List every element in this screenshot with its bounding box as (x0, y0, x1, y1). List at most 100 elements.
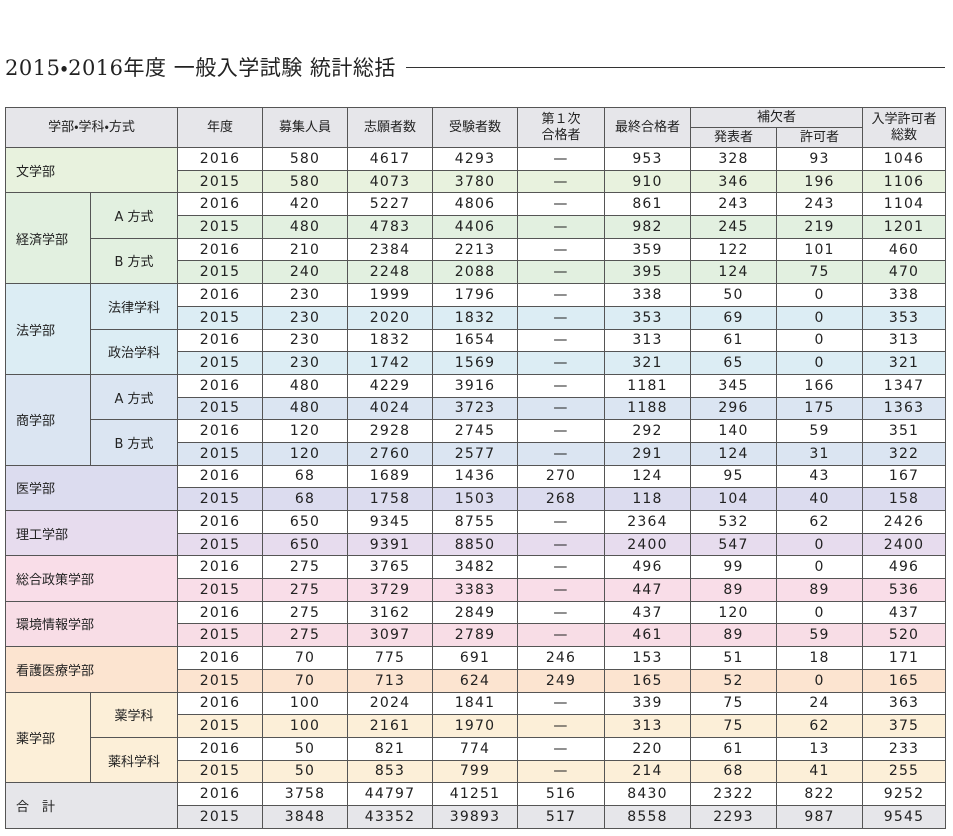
year-cell: 2015 (177, 668, 263, 693)
value-cell: 0 (775, 668, 864, 693)
value-cell: 1689 (347, 464, 433, 489)
value-cell: — (517, 600, 605, 625)
value-cell: 580 (262, 147, 348, 171)
value-cell: 1832 (432, 305, 518, 330)
value-cell: 101 (775, 237, 864, 262)
year-cell: 2015 (177, 396, 263, 421)
value-cell: 59 (775, 623, 864, 648)
value-cell: — (517, 623, 605, 648)
year-cell: 2015 (177, 169, 263, 194)
value-cell: 480 (262, 373, 348, 398)
value-cell: 1046 (862, 147, 947, 171)
value-cell: 8755 (432, 510, 518, 534)
value-cell: 68 (262, 487, 348, 511)
value-cell: 75 (690, 714, 777, 738)
value-cell: 165 (604, 668, 691, 693)
value-cell: 2384 (347, 237, 433, 262)
value-cell: 18 (775, 646, 864, 670)
value-cell: 0 (775, 600, 864, 625)
value-cell: 496 (604, 555, 691, 580)
value-cell: 1188 (604, 396, 691, 421)
value-cell: 89 (775, 578, 864, 602)
value-cell: — (517, 441, 605, 466)
value-cell: 1758 (347, 487, 433, 511)
value-cell: 68 (690, 759, 777, 784)
value-cell: 0 (775, 532, 864, 557)
value-cell: 321 (604, 351, 691, 375)
value-cell: 1796 (432, 283, 518, 307)
value-cell: 296 (690, 396, 777, 421)
value-cell: 100 (262, 691, 348, 716)
data-row: 2015 580 4073 3780—910 346 196 1106 (5, 169, 947, 194)
table-body: 文学部 2016 580 4617 4293—953 328 93 1046 2015 580 40… (5, 146, 947, 829)
value-cell: 233 (862, 736, 947, 761)
value-cell: 166 (775, 373, 864, 398)
value-cell: 70 (262, 646, 348, 670)
year-cell: 2015 (177, 305, 263, 330)
year-cell: 2016 (177, 736, 263, 761)
header-cell: 第１次 合格者 (517, 107, 605, 148)
subgroup-cell: 政治学科 (90, 328, 178, 375)
faculty-cell: 薬学部 (5, 691, 91, 784)
value-cell: 437 (604, 600, 691, 625)
value-cell: 122 (690, 237, 777, 262)
year-cell: 2016 (177, 328, 263, 353)
year-cell: 2016 (177, 555, 263, 580)
value-cell: — (517, 351, 605, 375)
value-cell: 95 (690, 464, 777, 489)
year-cell: 2016 (177, 237, 263, 262)
data-row: 文学部 2016 580 4617 4293—953 328 93 1046 (5, 146, 947, 194)
data-row: 総合政策学部 2016 275 3765 3482—496 99 0 496 (5, 555, 947, 602)
year-cell: 2015 (177, 260, 263, 285)
value-cell: 3097 (347, 623, 433, 648)
value-cell: 953 (604, 147, 691, 171)
year-cell: 2016 (177, 373, 263, 398)
value-cell: 4806 (432, 192, 518, 217)
value-cell: 2400 (604, 532, 691, 557)
subgroup-cell: A 方式 (90, 192, 178, 239)
value-cell: 118 (604, 487, 691, 511)
value-cell: 910 (604, 169, 691, 194)
value-cell: 65 (690, 351, 777, 375)
value-cell: — (517, 215, 605, 239)
value-cell: 1970 (432, 714, 518, 738)
year-cell: 2015 (177, 804, 263, 829)
year-cell: 2016 (177, 782, 263, 806)
data-row: 薬科学科 2016 50 821 774—220 61 13 233 (6, 736, 947, 784)
value-cell: 313 (604, 714, 691, 738)
value-cell: 1841 (432, 691, 518, 716)
subgroup-cell: 法律学科 (90, 283, 178, 330)
value-cell: 124 (690, 441, 777, 466)
value-cell: 8558 (604, 804, 691, 829)
value-cell: 2849 (432, 600, 518, 625)
value-cell: 4406 (432, 215, 518, 239)
value-cell: 353 (604, 305, 691, 330)
value-cell: 395 (604, 260, 691, 285)
value-cell: 0 (775, 351, 864, 375)
value-cell: 987 (775, 804, 864, 829)
value-cell: 3729 (347, 578, 433, 602)
value-cell: 3848 (262, 804, 348, 829)
value-cell: 230 (262, 328, 348, 353)
statistics-table: 学部・学科・方式 年度 募集人員 志願者数 受験者数 第１次 合格者 最終合格者 … (5, 107, 947, 829)
value-cell: 104 (690, 487, 777, 511)
value-cell: 124 (690, 260, 777, 285)
value-cell: 496 (862, 555, 947, 580)
value-cell: 460 (862, 237, 947, 262)
value-cell: — (517, 373, 605, 398)
value-cell: — (517, 532, 605, 557)
data-row: 2015 275 3729 3383—447 89 89 536 (5, 578, 947, 602)
year-cell: 2016 (177, 283, 263, 307)
value-cell: 624 (432, 668, 518, 693)
value-cell: 713 (347, 668, 433, 693)
value-cell: — (517, 714, 605, 738)
value-cell: 240 (262, 260, 348, 285)
data-row: B 方式 2016 120 2928 2745—292 140 59 351 (6, 419, 947, 466)
value-cell: 516 (517, 782, 605, 806)
value-cell: 89 (690, 578, 777, 602)
value-cell: 2364 (604, 510, 691, 534)
data-row: 2015 230 2020 1832—353 69 0 353 (5, 305, 947, 330)
value-cell: — (517, 510, 605, 534)
value-cell: 275 (262, 578, 348, 602)
value-cell: 43352 (347, 804, 433, 829)
